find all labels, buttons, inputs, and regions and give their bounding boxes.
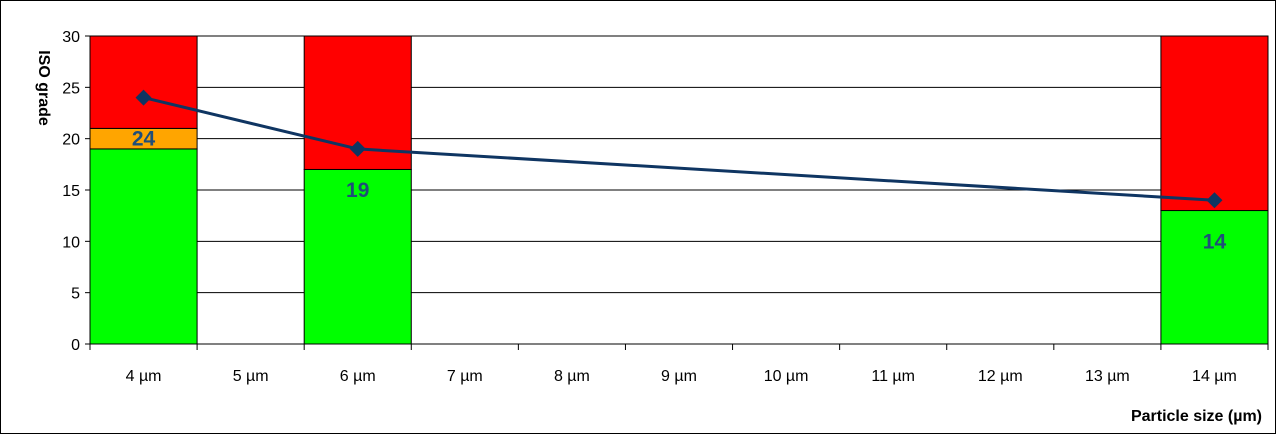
x-tick-label-11µm: 11 µm xyxy=(871,368,915,385)
y-tick-label-5: 5 xyxy=(71,286,80,303)
y-tick-label-10: 10 xyxy=(62,234,80,251)
x-tick-label-9µm: 9 µm xyxy=(661,368,697,385)
x-tick-label-7µm: 7 µm xyxy=(447,368,483,385)
bar-red-14µm xyxy=(1160,35,1269,212)
x-tick-label-13µm: 13 µm xyxy=(1085,368,1130,385)
iso-grade-line xyxy=(135,89,1223,209)
x-tick-label-4µm: 4 µm xyxy=(126,368,162,385)
x-tick-label-10µm: 10 µm xyxy=(764,368,809,385)
y-axis-title: ISO grade xyxy=(35,50,52,126)
x-tick-label-8µm: 8 µm xyxy=(554,368,590,385)
bar-red-4µm xyxy=(89,35,198,129)
gridlines xyxy=(90,35,1268,294)
axes: 0 5 10 15 20 25 30 4 µm 5 µm 6 µm 7 µm 8 µm 9 µm 10 µ… xyxy=(62,29,1269,385)
y-tick-label-0: 0 xyxy=(71,337,80,354)
y-tick-label-30: 30 xyxy=(62,29,80,46)
x-tick-label-12µm: 12 µm xyxy=(978,368,1023,385)
x-tick-label-6µm: 6 µm xyxy=(340,368,376,385)
y-tick-label-15: 15 xyxy=(62,183,80,200)
bars xyxy=(89,35,1269,345)
y-tick-label-25: 25 xyxy=(62,80,80,97)
data-label-14: 14 xyxy=(1203,230,1227,253)
data-label-24: 24 xyxy=(132,128,156,151)
x-tick-label-5µm: 5 µm xyxy=(233,368,269,385)
bar-green-4µm xyxy=(89,148,198,345)
line-marker-24 xyxy=(135,89,152,106)
y-tick-label-20: 20 xyxy=(62,132,80,149)
x-tick-label-14µm: 14 µm xyxy=(1192,368,1237,385)
data-labels: 24 19 14 xyxy=(132,128,1227,254)
line-marker-14 xyxy=(1206,192,1223,209)
x-axis-title: Particle size (µm) xyxy=(1131,408,1262,425)
data-label-19: 19 xyxy=(346,179,369,202)
line-marker-19 xyxy=(349,140,366,157)
bar-green-14µm xyxy=(1160,210,1269,345)
